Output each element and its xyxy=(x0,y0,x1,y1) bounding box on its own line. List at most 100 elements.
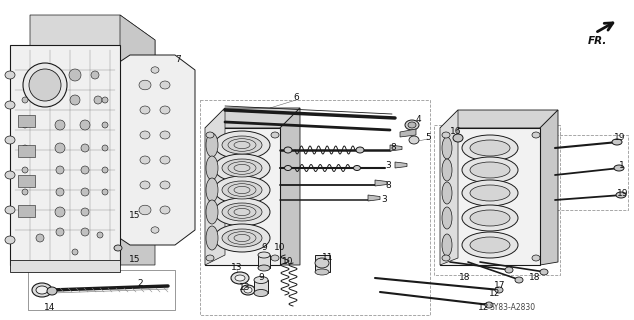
Ellipse shape xyxy=(271,132,279,138)
Ellipse shape xyxy=(114,245,122,251)
Ellipse shape xyxy=(5,71,15,79)
Ellipse shape xyxy=(102,145,108,151)
Ellipse shape xyxy=(22,189,28,195)
Ellipse shape xyxy=(254,290,268,297)
Ellipse shape xyxy=(5,236,15,244)
Polygon shape xyxy=(258,255,270,268)
Text: 16: 16 xyxy=(450,127,462,137)
Ellipse shape xyxy=(81,188,89,196)
Ellipse shape xyxy=(470,162,510,178)
Ellipse shape xyxy=(94,96,102,104)
Ellipse shape xyxy=(222,159,262,177)
Ellipse shape xyxy=(102,167,108,173)
Ellipse shape xyxy=(505,267,513,273)
Ellipse shape xyxy=(354,165,361,171)
Ellipse shape xyxy=(80,120,90,130)
Ellipse shape xyxy=(222,181,262,199)
Text: 6: 6 xyxy=(293,93,299,102)
Ellipse shape xyxy=(97,232,103,238)
Ellipse shape xyxy=(442,234,452,256)
Ellipse shape xyxy=(56,166,64,174)
Ellipse shape xyxy=(70,95,80,105)
Polygon shape xyxy=(18,145,35,157)
Text: 9: 9 xyxy=(261,244,267,252)
Text: SY83-A2830: SY83-A2830 xyxy=(490,303,536,313)
Ellipse shape xyxy=(140,156,150,164)
Ellipse shape xyxy=(151,67,159,73)
Ellipse shape xyxy=(462,205,518,231)
Ellipse shape xyxy=(22,209,28,215)
Text: 8: 8 xyxy=(390,143,396,153)
Ellipse shape xyxy=(102,122,108,128)
Ellipse shape xyxy=(515,277,523,283)
Ellipse shape xyxy=(5,101,15,109)
Ellipse shape xyxy=(102,189,108,195)
Ellipse shape xyxy=(140,106,150,114)
Text: 4: 4 xyxy=(415,116,421,124)
Text: 15: 15 xyxy=(129,255,141,265)
Ellipse shape xyxy=(47,287,57,295)
Text: 8: 8 xyxy=(385,180,391,189)
Text: 5: 5 xyxy=(425,132,431,141)
Ellipse shape xyxy=(206,132,214,138)
Text: 11: 11 xyxy=(322,253,333,262)
Ellipse shape xyxy=(284,147,292,153)
Polygon shape xyxy=(254,280,268,293)
Text: 14: 14 xyxy=(44,302,56,311)
Polygon shape xyxy=(375,180,387,186)
Ellipse shape xyxy=(442,182,452,204)
Ellipse shape xyxy=(222,229,262,247)
Polygon shape xyxy=(395,162,407,168)
Text: 12: 12 xyxy=(489,290,501,299)
Ellipse shape xyxy=(5,136,15,144)
Ellipse shape xyxy=(206,156,218,180)
Ellipse shape xyxy=(241,285,255,295)
Ellipse shape xyxy=(614,165,624,171)
Polygon shape xyxy=(10,45,120,265)
Text: 10: 10 xyxy=(282,258,294,267)
Polygon shape xyxy=(120,15,155,265)
Polygon shape xyxy=(440,110,558,128)
Text: 9: 9 xyxy=(258,273,264,282)
Ellipse shape xyxy=(470,140,510,156)
Ellipse shape xyxy=(214,224,270,252)
Polygon shape xyxy=(368,195,380,201)
Ellipse shape xyxy=(222,203,262,221)
Ellipse shape xyxy=(442,159,452,181)
Text: 10: 10 xyxy=(275,244,286,252)
Polygon shape xyxy=(390,145,402,151)
Ellipse shape xyxy=(81,166,89,174)
Ellipse shape xyxy=(81,228,89,236)
Ellipse shape xyxy=(442,255,450,261)
Ellipse shape xyxy=(56,188,64,196)
Ellipse shape xyxy=(470,237,510,253)
Ellipse shape xyxy=(32,283,52,297)
Ellipse shape xyxy=(5,206,15,214)
Polygon shape xyxy=(205,108,300,128)
Ellipse shape xyxy=(22,97,28,103)
Ellipse shape xyxy=(315,269,329,275)
Text: FR.: FR. xyxy=(588,36,607,46)
Ellipse shape xyxy=(22,145,28,151)
Ellipse shape xyxy=(231,272,249,284)
Text: 13: 13 xyxy=(231,263,243,273)
Ellipse shape xyxy=(405,120,419,130)
Ellipse shape xyxy=(29,69,61,101)
Ellipse shape xyxy=(214,154,270,182)
Ellipse shape xyxy=(22,167,28,173)
Ellipse shape xyxy=(315,258,329,268)
Ellipse shape xyxy=(612,139,622,145)
Ellipse shape xyxy=(160,81,170,89)
Ellipse shape xyxy=(160,156,170,164)
Text: 19: 19 xyxy=(614,132,626,141)
Ellipse shape xyxy=(206,226,218,250)
Ellipse shape xyxy=(462,157,518,183)
Ellipse shape xyxy=(151,227,159,233)
Polygon shape xyxy=(18,205,35,217)
Text: 18: 18 xyxy=(529,274,541,283)
Ellipse shape xyxy=(258,265,270,271)
Ellipse shape xyxy=(81,208,89,216)
Polygon shape xyxy=(400,129,416,137)
Ellipse shape xyxy=(222,136,262,154)
Text: 12: 12 xyxy=(478,303,489,313)
